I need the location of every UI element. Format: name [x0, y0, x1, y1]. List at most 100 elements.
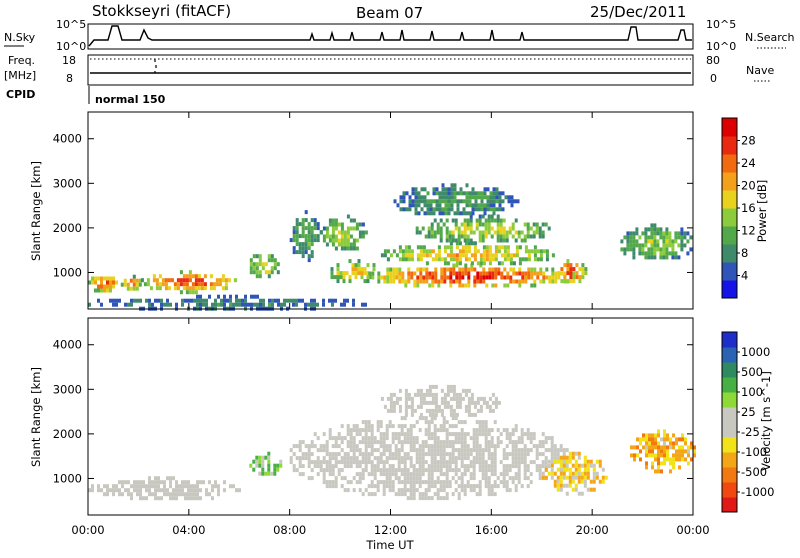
heatmap-cell	[641, 247, 645, 252]
heatmap-cell	[445, 484, 449, 489]
heatmap-cell	[478, 214, 482, 219]
heatmap-cell	[449, 257, 453, 262]
heatmap-cell	[507, 195, 511, 200]
heatmap-cell	[580, 463, 584, 468]
heatmap-cell	[416, 279, 420, 284]
heatmap-cell	[382, 432, 386, 437]
heatmap-cell	[547, 436, 551, 441]
heatmap-cell	[520, 452, 524, 457]
heatmap-cell	[425, 267, 429, 272]
heatmap-cell	[530, 275, 534, 280]
heatmap-cell	[447, 211, 451, 216]
heatmap-cell	[468, 211, 472, 216]
heatmap-cell	[252, 262, 256, 267]
heatmap-cell	[394, 432, 398, 437]
heatmap-cell	[223, 488, 226, 493]
heatmap-cell	[499, 230, 503, 235]
heatmap-cell	[179, 278, 183, 283]
heatmap-cell	[466, 444, 470, 449]
heatmap-cell	[434, 384, 438, 389]
heatmap-cell	[149, 286, 153, 291]
heatmap-cell	[404, 257, 408, 262]
heatmap-cell	[467, 267, 471, 272]
heatmap-cell	[364, 436, 368, 441]
heatmap-cell	[413, 408, 417, 413]
heatmap-cell	[419, 412, 423, 417]
heatmap-cell	[439, 464, 443, 469]
heatmap-cell	[460, 444, 464, 449]
heatmap-cell	[133, 298, 136, 303]
heatmap-cell	[424, 480, 428, 485]
heatmap-cell	[427, 444, 431, 449]
heatmap-cell	[395, 275, 399, 280]
heatmap-cell	[660, 461, 663, 466]
heatmap-cell	[388, 448, 392, 453]
heatmap-cell	[538, 452, 542, 457]
heatmap-cell	[211, 302, 214, 307]
heatmap-cell	[523, 452, 527, 457]
heatmap-cell	[188, 286, 192, 291]
heatmap-cell	[509, 275, 513, 280]
heatmap-cell	[523, 222, 527, 227]
heatmap-cell	[319, 464, 323, 469]
heatmap-cell	[223, 294, 226, 299]
heatmap-cell	[466, 218, 470, 223]
heatmap-cell	[413, 279, 417, 284]
heatmap-cell	[559, 479, 563, 484]
heatmap-cell	[484, 218, 488, 223]
heatmap-cell	[478, 492, 482, 497]
heatmap-cell	[657, 433, 660, 438]
heatmap-cell	[678, 465, 681, 470]
heatmap-cell	[160, 480, 163, 485]
heatmap-cell	[424, 460, 428, 465]
heatmap-cell	[464, 257, 468, 262]
heatmap-cell	[401, 271, 405, 276]
heatmap-cell	[97, 298, 100, 303]
heatmap-cell	[475, 456, 479, 461]
heatmap-cell	[301, 218, 305, 223]
heatmap-cell	[572, 271, 576, 276]
heatmap-cell	[568, 483, 572, 488]
heatmap-cell	[258, 254, 262, 259]
heatmap-cell	[530, 283, 534, 288]
heatmap-cell	[145, 484, 148, 489]
heatmap-cell	[424, 444, 428, 449]
heatmap-cell	[397, 460, 401, 465]
heatmap-cell	[157, 476, 160, 481]
heatmap-cell	[471, 203, 475, 208]
heatmap-cell	[235, 302, 238, 307]
heatmap-cell	[490, 226, 494, 231]
heatmap-cell	[363, 267, 367, 272]
heatmap-cell	[442, 448, 446, 453]
heatmap-cell	[485, 245, 489, 250]
heatmap-cell	[267, 471, 271, 476]
heatmap-cell	[481, 464, 485, 469]
heatmap-cell	[258, 270, 262, 275]
heatmap-cell	[469, 472, 473, 477]
heatmap-cell	[436, 230, 440, 235]
heatmap-cell	[224, 286, 228, 291]
noise-search-label: N.Search	[745, 31, 795, 44]
heatmap-cell	[380, 396, 384, 401]
heatmap-cell	[354, 275, 358, 280]
heatmap-cell	[508, 452, 512, 457]
heatmap-cell	[316, 436, 320, 441]
heatmap-cell	[256, 294, 259, 299]
heatmap-cell	[103, 276, 106, 281]
heatmap-cell	[439, 226, 443, 231]
heatmap-cell	[140, 278, 144, 283]
heatmap-cell	[488, 271, 492, 276]
heatmap-cell	[544, 467, 548, 472]
heatmap-cell	[469, 452, 473, 457]
heatmap-cell	[307, 222, 311, 227]
heatmap-cell	[419, 275, 423, 280]
heatmap-cell	[492, 191, 496, 196]
heatmap-cell	[413, 283, 417, 288]
heatmap-cell	[295, 444, 299, 449]
xtick-label: 12:00	[374, 523, 407, 537]
heatmap-cell	[412, 424, 416, 429]
heatmap-cell	[638, 251, 642, 256]
heatmap-cell	[352, 246, 356, 251]
heatmap-cell	[463, 484, 467, 489]
heatmap-cell	[212, 286, 216, 291]
